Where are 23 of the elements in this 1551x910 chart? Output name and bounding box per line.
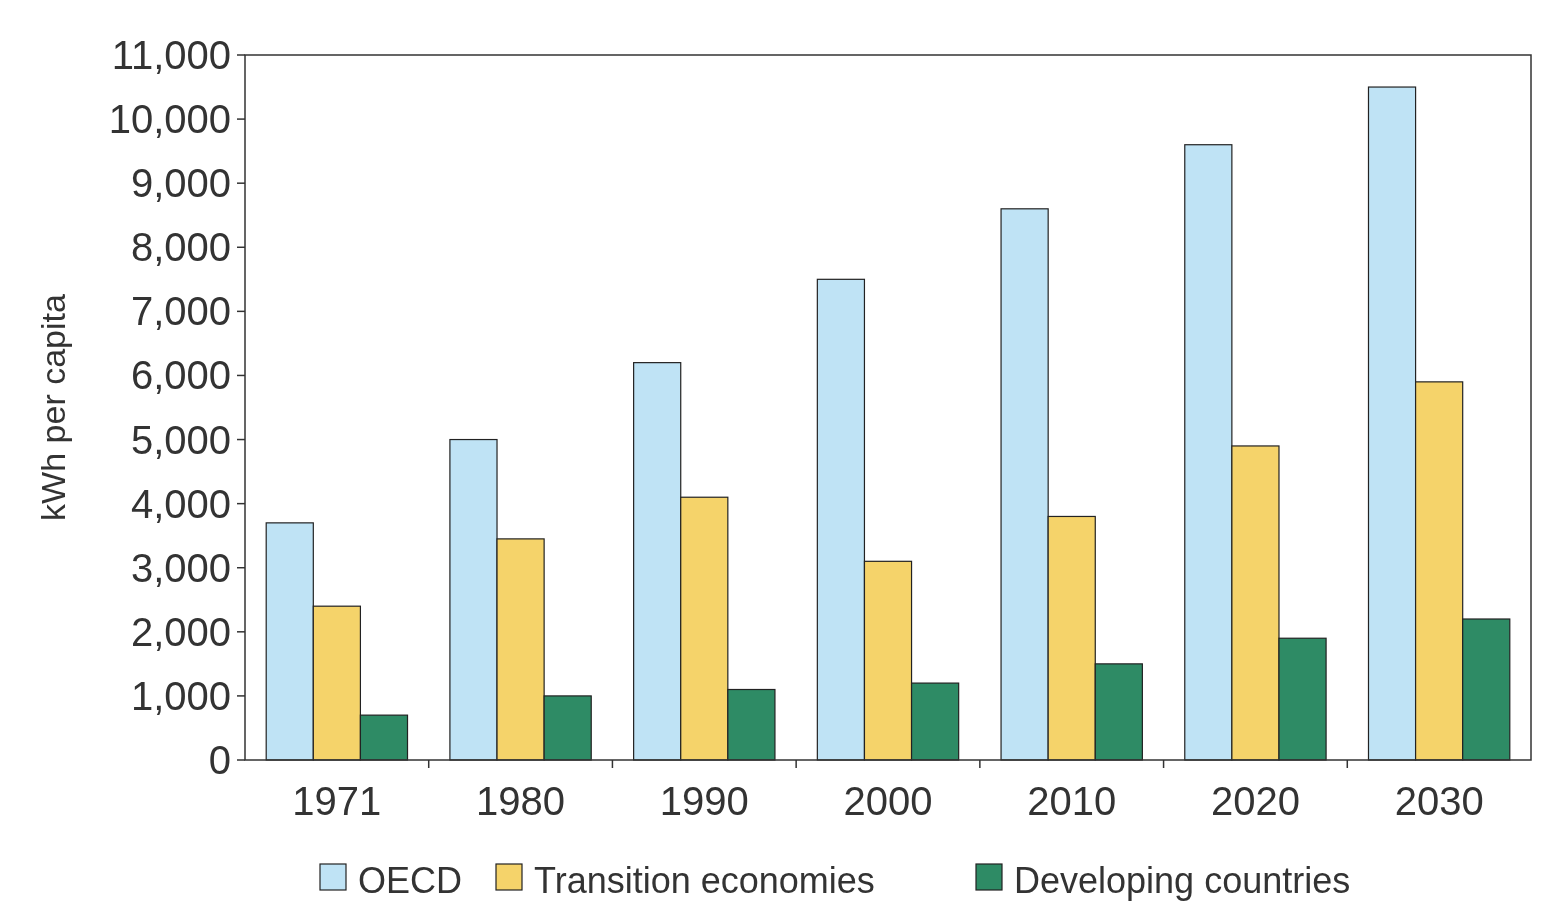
- legend-label: Transition economies: [534, 859, 875, 901]
- y-tick-label: 9,000: [130, 161, 231, 206]
- y-tick-label: 5,000: [130, 417, 231, 462]
- legend-label: OECD: [358, 859, 463, 901]
- x-tick-label: 2010: [1027, 779, 1117, 823]
- y-tick-label: 4,000: [130, 481, 231, 526]
- x-tick-label: 1990: [659, 779, 749, 823]
- x-tick-label: 1980: [476, 779, 566, 823]
- y-tick-label: 11,000: [111, 33, 231, 77]
- x-tick-label: 2000: [843, 779, 933, 823]
- x-tick-label: 1971: [292, 779, 382, 823]
- y-tick-label: 10,000: [108, 97, 231, 142]
- x-tick-label: 2030: [1394, 779, 1484, 823]
- y-axis-title: kWh per capita: [34, 294, 72, 521]
- y-tick-label: 7,000: [130, 289, 231, 334]
- x-tick-label: 2020: [1210, 779, 1300, 823]
- legend-label: Developing countries: [1014, 859, 1351, 901]
- y-tick-label: 8,000: [130, 225, 231, 270]
- y-tick-label: 2,000: [130, 609, 231, 654]
- y-tick-label: 0: [208, 738, 231, 782]
- y-tick-label: 3,000: [130, 545, 231, 590]
- y-tick-label: 1,000: [130, 673, 231, 718]
- y-tick-label: 6,000: [130, 353, 231, 398]
